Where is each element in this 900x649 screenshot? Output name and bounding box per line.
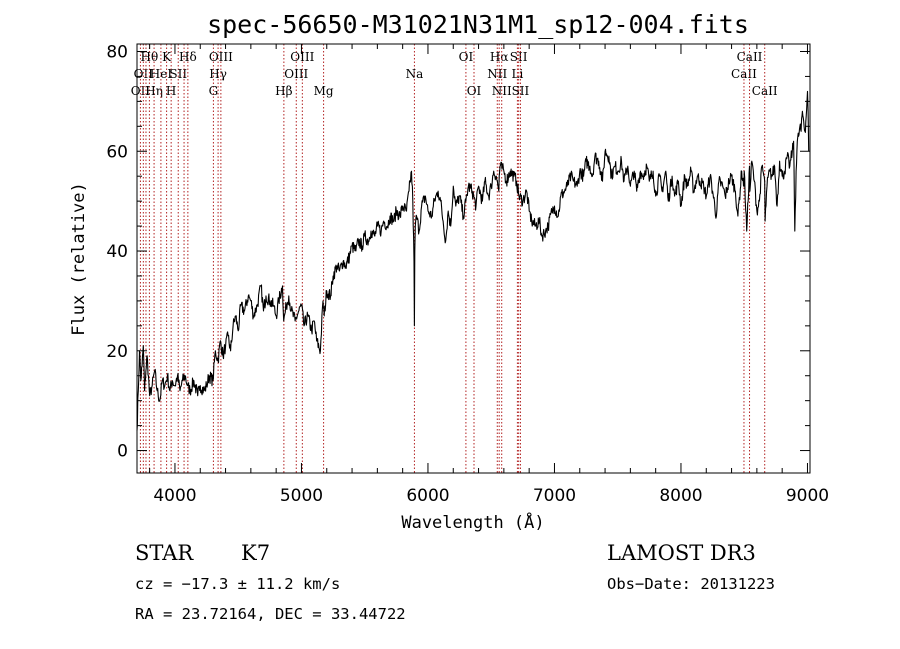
- y-tick-label: 40: [106, 242, 128, 262]
- line-marker-label: OII: [134, 67, 154, 81]
- redshift-cz: cz = −17.3 ± 11.2 km/s: [135, 575, 340, 593]
- chart-title: spec-56650-M31021N31M1_sp12-004.fits: [207, 10, 749, 39]
- line-marker-label: HeI: [150, 67, 173, 81]
- object-subclass: K7: [241, 541, 270, 565]
- obs-date: Obs−Date: 20131223: [607, 575, 775, 593]
- x-tick-label: 7000: [533, 486, 576, 506]
- line-marker-label: K: [162, 50, 172, 64]
- line-marker-label: OI: [459, 50, 474, 64]
- line-marker-label: Hβ: [275, 84, 292, 98]
- spectrum-line: [136, 90, 810, 431]
- plot-frame: [136, 43, 811, 474]
- line-marker-label: Li: [511, 67, 523, 81]
- survey-name: LAMOST DR3: [607, 541, 756, 565]
- line-marker-label: Hα: [490, 50, 509, 64]
- line-marker-label: Hη: [145, 84, 163, 98]
- x-tick-label: 8000: [659, 486, 702, 506]
- line-marker-label: SII: [512, 84, 530, 98]
- y-tick-label: 80: [106, 42, 128, 62]
- axis-ticks: 4000 5000 6000 7000 8000 9000 0 20 40 60 80: [106, 42, 829, 506]
- line-marker-label: NII: [487, 67, 507, 81]
- line-marker-label: OIII: [284, 67, 308, 81]
- line-marker-label: CaII: [737, 50, 763, 64]
- x-axis-label: Wavelength (Å): [401, 511, 544, 533]
- line-marker-label: OIII: [290, 50, 314, 64]
- coordinates: RA = 23.72164, DEC = 33.44722: [135, 605, 406, 623]
- line-markers: OII OII Hθ Hη HeI K H SII Hδ G Hγ OIII Hβ OIII OIII Mg N…: [131, 44, 778, 473]
- x-tick-label: 6000: [406, 486, 449, 506]
- line-marker-label: SII: [510, 50, 528, 64]
- y-tick-label: 60: [106, 142, 128, 162]
- line-marker-label: CaII: [731, 67, 757, 81]
- line-marker-label: Na: [406, 67, 424, 81]
- line-marker-label: OI: [467, 84, 482, 98]
- y-tick-label: 20: [106, 342, 128, 362]
- x-tick-label: 9000: [786, 486, 829, 506]
- line-marker-label: SII: [169, 67, 187, 81]
- y-tick-label: 0: [117, 442, 128, 462]
- x-tick-label: 4000: [153, 486, 196, 506]
- line-marker-label: OII: [131, 84, 151, 98]
- line-marker-label: NII: [492, 84, 512, 98]
- line-marker-label: Hδ: [179, 50, 197, 64]
- line-marker-label: Hθ: [141, 50, 159, 64]
- x-tick-label: 5000: [280, 486, 323, 506]
- line-marker-label: G: [209, 84, 219, 98]
- y-axis-label: Flux (relative): [69, 182, 89, 336]
- object-class: STAR: [135, 541, 194, 565]
- line-marker-label: OIII: [209, 50, 233, 64]
- line-marker-label: Hγ: [209, 67, 227, 81]
- line-marker-label: H: [166, 84, 176, 98]
- line-marker-label: CaII: [752, 84, 778, 98]
- line-marker-label: Mg: [314, 84, 334, 98]
